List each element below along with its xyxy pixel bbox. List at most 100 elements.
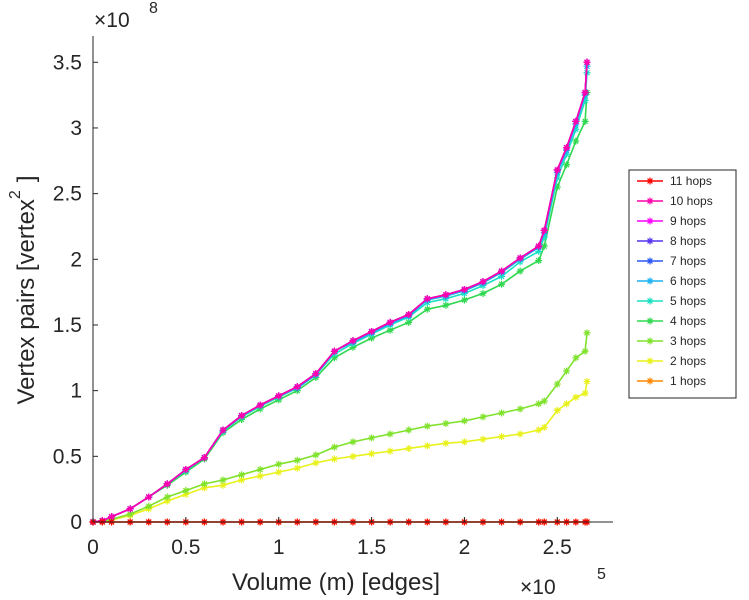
data-point [200, 454, 208, 462]
data-point [535, 400, 543, 408]
legend-label: 4 hops [670, 314, 706, 328]
legend-marker [646, 277, 654, 285]
data-point [498, 409, 506, 417]
legend-label: 8 hops [670, 234, 706, 248]
data-point [581, 96, 589, 104]
legend-label: 5 hops [670, 294, 706, 308]
x-tick-label: 1.5 [357, 536, 386, 559]
legend-marker [646, 177, 654, 185]
data-point [563, 367, 571, 375]
data-point [330, 354, 338, 362]
data-point [256, 401, 264, 409]
data-point [442, 291, 450, 299]
data-point [349, 337, 357, 345]
data-point [238, 476, 246, 484]
data-point [460, 417, 468, 425]
data-point [583, 58, 591, 66]
data-point [563, 150, 571, 158]
y-tick-label: 2.5 [53, 183, 82, 206]
legend-marker [646, 197, 654, 205]
data-point [535, 257, 543, 265]
legend-marker [646, 297, 654, 305]
x-tick-label: 0.5 [171, 536, 200, 559]
legend-marker [646, 237, 654, 245]
series-7-hops [89, 58, 591, 526]
data-point [553, 166, 561, 174]
series-line [92, 62, 588, 523]
legend-label: 9 hops [670, 214, 706, 228]
data-point [498, 267, 506, 275]
data-point [423, 442, 431, 450]
data-point [275, 392, 283, 400]
series-2-hops [89, 377, 591, 526]
data-point [368, 334, 376, 342]
data-point [312, 370, 320, 378]
series-line [92, 72, 588, 523]
series-8-hops [89, 58, 591, 526]
y-tick-label: 3.5 [53, 51, 82, 74]
data-point [238, 471, 246, 479]
data-point [293, 464, 301, 472]
y-axis-label-close: ] [13, 176, 40, 183]
data-point [583, 377, 591, 385]
data-point [563, 144, 571, 152]
data-point [386, 318, 394, 326]
data-point [386, 326, 394, 334]
data-point [460, 296, 468, 304]
legend-label: 3 hops [670, 334, 706, 348]
series-layer [89, 58, 591, 526]
legend-label: 10 hops [670, 194, 713, 208]
legend-box [628, 169, 737, 399]
x-axis-label: Volume (m) [edges] [232, 569, 440, 596]
data-point [145, 493, 153, 501]
data-point [535, 247, 543, 255]
series-line [92, 66, 588, 523]
data-point [535, 426, 543, 434]
data-point [583, 329, 591, 337]
y-tick-label: 0 [70, 511, 82, 534]
data-point [479, 413, 487, 421]
data-point [442, 439, 450, 447]
series-4-hops [89, 88, 591, 526]
data-point [572, 393, 580, 401]
data-point [516, 267, 524, 275]
y-axis-label: Vertex pairs [vertex2] [7, 176, 40, 405]
data-point [460, 286, 468, 294]
legend-marker [646, 357, 654, 365]
data-point [540, 233, 548, 241]
legend-item: 9 hops [637, 214, 706, 228]
legend-item: 7 hops [637, 254, 706, 268]
data-point [553, 174, 561, 182]
legend-item: 11 hops [637, 174, 712, 188]
data-point [516, 430, 524, 438]
data-point [163, 480, 171, 488]
series-line [92, 62, 588, 523]
data-point [581, 117, 589, 125]
data-point [312, 451, 320, 459]
legend-marker [646, 317, 654, 325]
x-multiplier: ×10 [520, 576, 556, 599]
data-point [219, 481, 227, 489]
axes: 0 0.5 1 1.5 2 2.5 0 0.5 1 1.5 2 2.5 3 3.5 [53, 36, 613, 559]
data-point [540, 423, 548, 431]
data-point [386, 430, 394, 438]
x-multiplier-exp: 5 [597, 566, 606, 583]
legend-item: 4 hops [637, 314, 706, 328]
data-point [572, 354, 580, 362]
data-point [572, 117, 580, 125]
data-point [498, 272, 506, 280]
series-6-hops [89, 62, 591, 526]
data-point [182, 465, 190, 473]
data-point [330, 443, 338, 451]
data-point [349, 343, 357, 351]
data-point [540, 242, 548, 250]
y-multiplier: ×10 [94, 9, 130, 32]
data-point [182, 486, 190, 494]
data-point [256, 472, 264, 480]
series-5-hops [89, 69, 591, 526]
data-point [126, 505, 134, 513]
series-line [92, 62, 588, 523]
series-10-hops [89, 58, 591, 526]
data-point [368, 328, 376, 336]
data-point [163, 497, 171, 505]
